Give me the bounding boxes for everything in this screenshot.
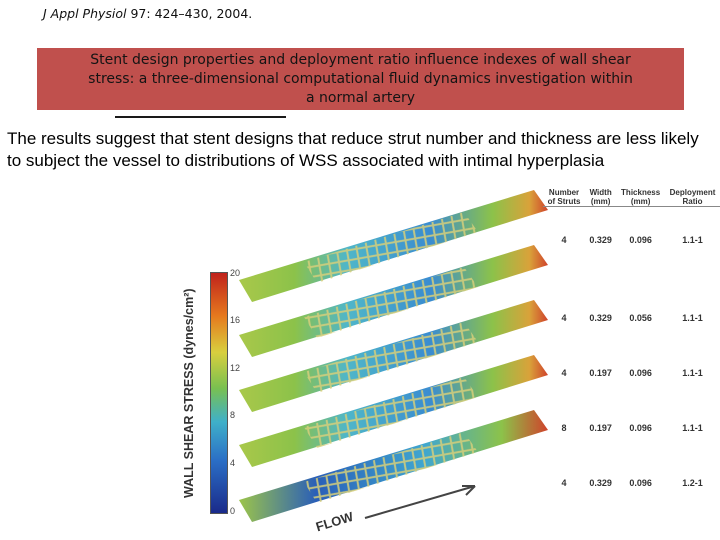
table-header-row: Number of Struts Width (mm) Thickness (m… [543,184,720,207]
table-row: 4 0.197 0.096 1.1-1 [543,345,720,400]
flow-arrow-icon [364,485,476,519]
thickness-cell: 0.096 [629,367,652,378]
colorbar-tick: 0 [230,506,236,516]
artery-model-4 [239,355,548,467]
stent-parameters-table: Number of Struts Width (mm) Thickness (m… [543,184,720,510]
title-line-2: stress: a three-dimensional computationa… [88,71,633,87]
title-underline [115,116,286,118]
title-line-3: a normal artery [305,90,415,106]
colorbar-tick: 8 [230,410,236,420]
struts-cell: 4 [561,367,567,378]
struts-cell: 4 [561,477,567,488]
colorbar-tick: 20 [230,268,241,278]
width-cell: 0.329 [589,235,612,245]
width-cell: 0.197 [589,422,612,433]
artery-model-5 [239,410,548,522]
ratio-cell: 1.1-1 [682,422,703,433]
ratio-cell: 1.1-1 [682,235,703,245]
artery-model-1 [239,190,548,302]
stented-arteries-figure [239,190,548,522]
struts-cell: 4 [561,235,567,245]
col-header: Deployment Ratio [665,184,720,207]
ratio-cell: 1.2-1 [682,477,703,488]
width-cell: 0.329 [589,312,612,323]
col-header: Thickness (mm) [616,184,666,207]
col-header: Width (mm) [585,184,617,207]
thickness-cell: 0.096 [629,422,652,433]
table-row: 4 0.329 0.096 1.1-1 [543,207,720,291]
artery-model-3 [239,300,548,412]
table-row: 4 0.329 0.056 1.1-1 [543,290,720,345]
thickness-cell: 0.056 [629,312,652,323]
width-cell: 0.197 [589,367,612,378]
table-row: 8 0.197 0.096 1.1-1 [543,400,720,455]
artery-model-2 [239,245,548,357]
colorbar-tick: 4 [230,458,236,468]
journal-name: J Appl Physiol [43,6,127,21]
title-line-1: Stent design properties and deployment r… [90,52,631,68]
colorbar [210,272,228,514]
ratio-cell: 1.1-1 [682,312,703,323]
citation: J Appl Physiol 97: 424–430, 2004. [43,6,252,21]
paper-title: Stent design properties and deployment r… [37,51,684,108]
colorbar-label: WALL SHEAR STRESS (dynes/cm²) [182,288,196,498]
thickness-cell: 0.096 [629,235,652,245]
title-box: Stent design properties and deployment r… [37,48,684,118]
thickness-cell: 0.096 [629,477,652,488]
struts-cell: 8 [561,422,567,433]
width-cell: 0.329 [589,477,612,488]
ratio-cell: 1.1-1 [682,367,703,378]
colorbar-tick: 12 [230,363,241,373]
table-row: 4 0.329 0.096 1.2-1 [543,455,720,510]
summary-text: The results suggest that stent designs t… [7,129,699,170]
citation-details: 97: 424–430, 2004. [126,6,253,21]
col-header: Number of Struts [543,184,586,207]
struts-cell: 4 [561,312,567,323]
colorbar-tick: 16 [230,315,241,325]
